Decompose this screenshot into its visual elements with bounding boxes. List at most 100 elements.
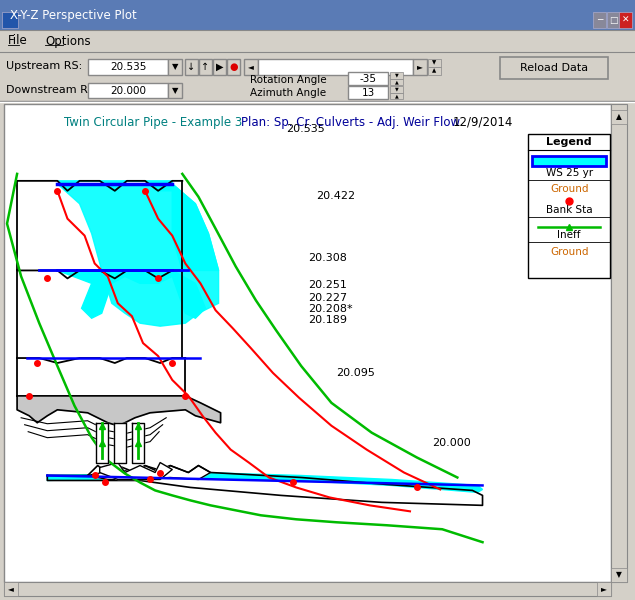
Text: 20.208*: 20.208* (308, 304, 353, 314)
Text: 20.227: 20.227 (308, 293, 347, 304)
Bar (528, 134, 610, 278)
Bar (244, 59, 258, 75)
Text: ●: ● (229, 62, 237, 72)
Text: Downstream RS:: Downstream RS: (6, 85, 98, 95)
Text: ↓: ↓ (187, 62, 196, 72)
Text: WS 25 yr: WS 25 yr (545, 168, 592, 178)
Text: ▲: ▲ (432, 68, 437, 73)
Polygon shape (114, 423, 126, 463)
Text: ◄: ◄ (8, 584, 14, 593)
Text: Plan: Sp. Cr. Culverts - Adj. Weir Flow: Plan: Sp. Cr. Culverts - Adj. Weir Flow (241, 116, 460, 128)
Text: 20.535: 20.535 (286, 124, 325, 134)
Text: Ground: Ground (550, 184, 589, 194)
Polygon shape (88, 466, 211, 479)
Polygon shape (48, 466, 483, 505)
Bar (619, 12, 632, 28)
Bar (611, 104, 627, 582)
Bar (168, 59, 182, 75)
Bar (0, 52, 635, 80)
Text: ▼: ▼ (394, 73, 398, 78)
Bar (428, 59, 441, 67)
Bar (4, 582, 611, 596)
Bar (213, 59, 226, 75)
Text: 20.189: 20.189 (308, 315, 347, 325)
Text: ↑: ↑ (201, 62, 210, 72)
Bar (428, 67, 441, 75)
Bar (88, 83, 168, 98)
Text: 20.535: 20.535 (110, 62, 146, 72)
Text: Ground: Ground (550, 247, 589, 257)
Text: ▼: ▼ (616, 571, 622, 580)
Polygon shape (57, 184, 218, 326)
Bar (4, 582, 18, 596)
Bar (4, 104, 611, 582)
Text: ▼: ▼ (432, 61, 437, 65)
Polygon shape (172, 184, 218, 271)
Bar (168, 83, 182, 98)
Text: ►: ► (417, 62, 423, 71)
Polygon shape (57, 271, 206, 318)
Text: File: File (8, 34, 28, 47)
Polygon shape (17, 396, 220, 426)
Polygon shape (100, 463, 172, 479)
Bar (185, 59, 198, 75)
Bar (258, 59, 413, 75)
Text: ▲: ▲ (394, 93, 398, 98)
Bar (0, 0, 635, 30)
Bar (611, 568, 627, 582)
Text: ▲: ▲ (616, 113, 622, 121)
Polygon shape (48, 473, 483, 493)
Text: 20.000: 20.000 (432, 437, 471, 448)
Text: 20.308: 20.308 (308, 253, 347, 263)
Text: 20.095: 20.095 (337, 368, 375, 378)
Polygon shape (57, 181, 172, 191)
Bar (2, 12, 18, 28)
Bar (532, 156, 606, 166)
Text: -35: -35 (359, 73, 377, 83)
Text: Rotation Angle: Rotation Angle (250, 75, 326, 85)
Polygon shape (132, 423, 144, 463)
Text: Azimuth Angle: Azimuth Angle (250, 88, 326, 98)
Text: ─: ─ (597, 16, 602, 25)
Text: ▼: ▼ (394, 87, 398, 92)
Bar (390, 86, 403, 92)
Bar (593, 12, 606, 28)
Text: ▶: ▶ (216, 62, 224, 72)
Text: □: □ (609, 16, 618, 25)
Text: Reload Data: Reload Data (520, 63, 588, 73)
Bar (0, 30, 635, 52)
Bar (227, 59, 240, 75)
Bar (390, 79, 403, 85)
Text: Upstream RS:: Upstream RS: (6, 61, 83, 71)
Text: ✕: ✕ (622, 16, 629, 25)
Text: 20.251: 20.251 (308, 280, 347, 290)
Bar (199, 59, 212, 75)
Bar (0, 80, 635, 101)
Text: 12/9/2014: 12/9/2014 (452, 116, 512, 128)
Text: Bank Sta: Bank Sta (546, 205, 592, 215)
Text: ▲: ▲ (394, 79, 398, 84)
Polygon shape (96, 423, 108, 463)
Bar (413, 59, 427, 75)
Bar (607, 12, 620, 28)
Text: ▼: ▼ (171, 62, 178, 71)
Bar (597, 582, 611, 596)
Bar (500, 57, 608, 79)
Text: 20.422: 20.422 (316, 191, 356, 201)
Text: Legend: Legend (546, 137, 592, 147)
Bar (611, 110, 627, 124)
Bar (348, 86, 388, 99)
Text: Twin Circular Pipe - Example 3: Twin Circular Pipe - Example 3 (64, 116, 243, 128)
Bar (390, 92, 403, 99)
Text: Ineff: Ineff (558, 230, 581, 239)
Text: ◄: ◄ (248, 62, 254, 71)
Text: X-Y-Z Perspective Plot: X-Y-Z Perspective Plot (10, 8, 137, 22)
Bar (390, 72, 403, 79)
Text: ►: ► (601, 584, 607, 593)
Bar (348, 72, 388, 85)
Text: 13: 13 (361, 88, 375, 97)
Text: 20.000: 20.000 (110, 85, 146, 95)
Bar (88, 59, 168, 75)
Text: ▼: ▼ (171, 86, 178, 95)
Text: Options: Options (45, 34, 91, 47)
